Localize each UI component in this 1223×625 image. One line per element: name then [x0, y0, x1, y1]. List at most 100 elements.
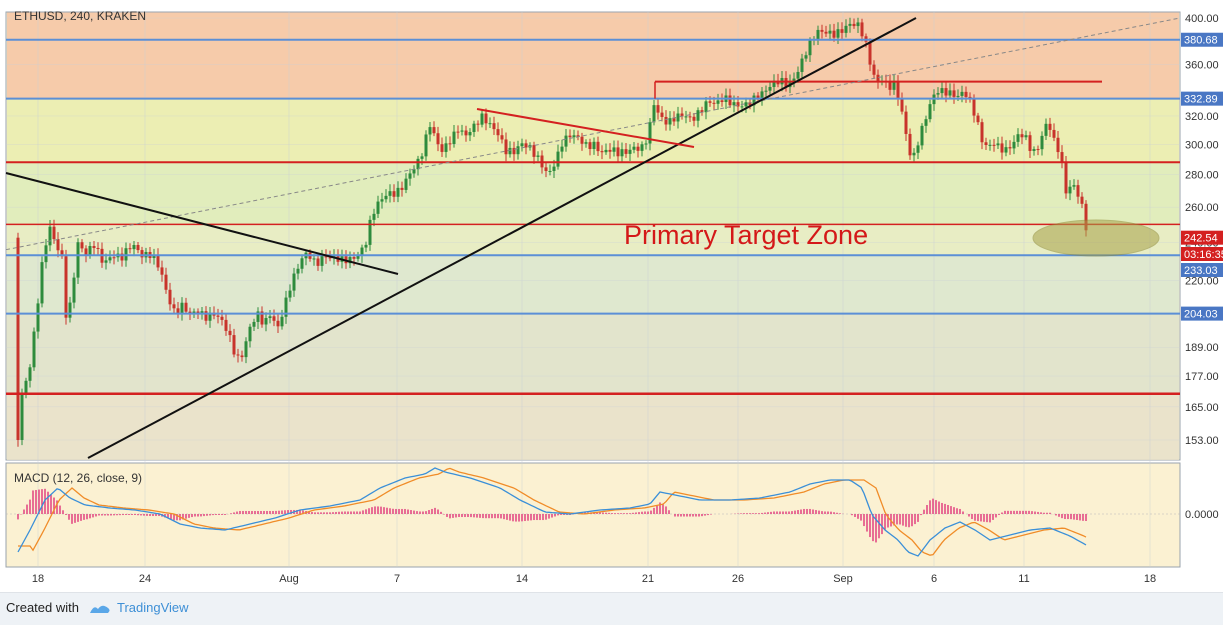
candle-body [660, 112, 664, 117]
candle-body [156, 254, 160, 268]
downtrend-line [5, 172, 399, 275]
candle-body [712, 102, 716, 104]
price-tag-label: 242.54 [1184, 233, 1218, 245]
candle-body [580, 136, 584, 144]
candle-body [980, 122, 984, 143]
candle-body [276, 320, 280, 327]
candle-body [152, 254, 156, 258]
candle-body [1044, 123, 1048, 136]
candle-body [228, 330, 232, 336]
candle-body [860, 22, 864, 37]
candle-body [572, 135, 576, 138]
candle-body [692, 116, 696, 121]
candle-body [172, 304, 176, 309]
candle-body [436, 133, 440, 145]
candle-body [428, 127, 432, 135]
candle-body [768, 86, 772, 91]
candle-body [104, 260, 108, 263]
candle-body [384, 195, 388, 200]
candle-body [1056, 137, 1060, 153]
candle-body [576, 135, 580, 137]
candle-body [832, 30, 836, 38]
candle-body [1000, 143, 1004, 153]
tradingview-link[interactable]: TradingView [117, 600, 189, 615]
candle-body [320, 255, 324, 266]
candle-body [368, 219, 372, 245]
candle-body [996, 143, 1000, 146]
candle-body [388, 191, 392, 196]
price-tag-bg [1181, 306, 1223, 321]
candle-body [248, 326, 252, 342]
candle-body [84, 248, 88, 256]
candle-body [992, 144, 996, 146]
candle-body [732, 102, 736, 106]
created-with-text: Created with [6, 600, 79, 615]
candle-body [752, 95, 756, 106]
candle-body [744, 102, 748, 107]
candle-body [360, 247, 364, 256]
candle-body [236, 354, 240, 356]
tradingview-logo-icon[interactable] [88, 602, 112, 616]
macd-label: MACD (12, 26, close, 9) [14, 471, 143, 485]
candle-body [600, 151, 604, 153]
candle-body [284, 297, 288, 317]
candle-body [568, 135, 572, 138]
candle-body [668, 118, 672, 125]
candle-body [636, 146, 640, 151]
candle-body [952, 90, 956, 97]
candle-body [656, 105, 660, 113]
candle-body [472, 123, 476, 133]
price-chart[interactable]: 400.00 360.00 320.00 300.00 280.00 260.00 24 0.… [0, 0, 1223, 592]
candle-body [168, 289, 172, 305]
candle-body [964, 91, 968, 97]
candle-body [28, 367, 32, 381]
candle-body [856, 22, 860, 27]
candle-body [208, 312, 212, 321]
candle-body [288, 290, 292, 298]
candle-body [888, 81, 892, 90]
macd-histogram [17, 488, 1087, 543]
y-tick-label: 400.00 [1185, 13, 1219, 25]
candle-body [412, 169, 416, 174]
candle-body [512, 147, 516, 155]
price-tag-bg [1181, 91, 1223, 106]
primary-target-zone-label: Primary Target Zone [624, 220, 869, 250]
candle-body [664, 116, 668, 125]
candle-body [708, 101, 712, 103]
candle-body [676, 113, 680, 122]
candle-body [524, 143, 528, 148]
candle-body [60, 250, 64, 257]
candle-body [616, 147, 620, 157]
candle-body [808, 39, 812, 56]
candle-body [960, 91, 964, 96]
candle-body [840, 29, 844, 33]
candle-body [468, 132, 472, 136]
candle-body [456, 131, 460, 133]
candle-body [828, 30, 832, 34]
price-tag-bg [1181, 247, 1223, 261]
y-tick-label: 153.00 [1185, 435, 1219, 447]
candle-body [32, 331, 36, 368]
candle-body [440, 144, 444, 152]
x-tick-label: 11 [1018, 573, 1029, 585]
candle-body [736, 102, 740, 107]
x-tick-label: 18 [1144, 573, 1156, 585]
candle-body [52, 226, 56, 240]
candle-body [484, 113, 488, 124]
candle-body [612, 147, 616, 152]
candle-body [956, 95, 960, 97]
candle-body [364, 244, 368, 248]
candle-body [316, 258, 320, 266]
candle-body [396, 187, 400, 197]
zone-band-4 [7, 255, 1179, 314]
candle-body [244, 341, 248, 358]
candle-body [1068, 186, 1072, 194]
candle-body [1036, 149, 1040, 151]
candle-body [936, 93, 940, 95]
candle-body [96, 247, 100, 249]
candle-body [1020, 134, 1024, 138]
candle-body [816, 29, 820, 40]
x-tick-label: 21 [642, 573, 654, 585]
candle-body [1008, 147, 1012, 149]
candle-body [264, 318, 268, 325]
